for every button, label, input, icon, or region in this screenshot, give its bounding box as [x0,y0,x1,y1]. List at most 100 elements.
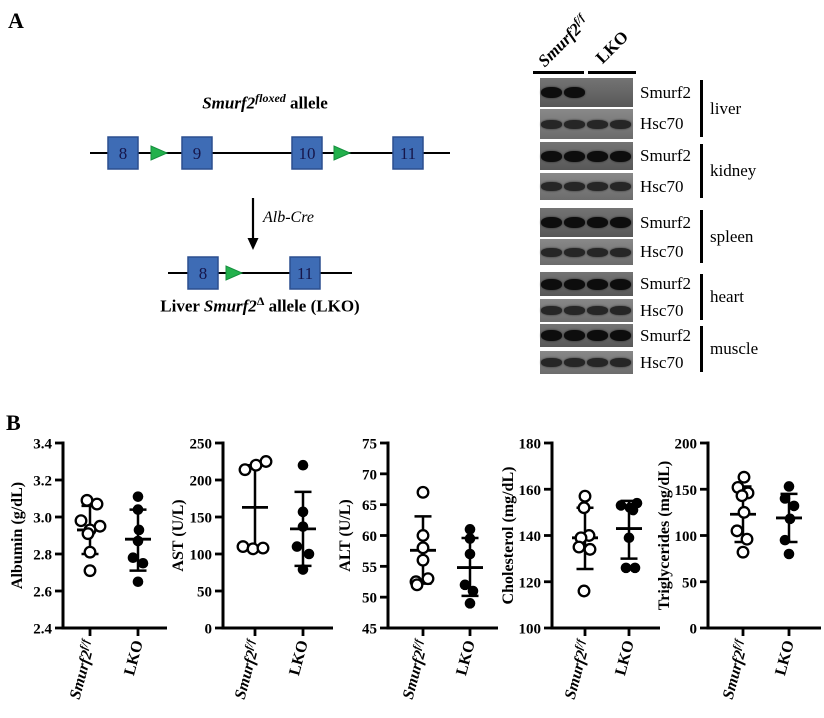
panel-a-label: A [8,8,24,33]
blot-band [564,247,585,257]
tissue-label-kidney: kidney [710,161,757,180]
blot-panel-liver-smurf2 [540,78,633,107]
blot-band [541,278,562,290]
data-point-filled [788,500,800,512]
x-group-label-gene: LKO [453,639,479,678]
blot-header-underline-2 [588,71,636,74]
x-group-label-gene: Smurf2 [562,649,591,702]
x-group-label: Smurf2f/f [718,637,752,701]
tissue-label-spleen: spleen [710,226,754,246]
protein-label-heart-smurf2: Smurf2 [640,274,691,293]
blot-band [610,278,631,290]
x-group-label: Smurf2f/f [560,637,594,701]
lko-exon-8-number: 8 [199,264,208,283]
data-point-filled [459,579,471,591]
data-point-open [736,545,750,559]
protein-label-muscle-smurf2: Smurf2 [640,325,691,345]
x-group-label-gene: LKO [121,639,147,678]
blot-band [541,247,562,257]
blot-band [610,330,631,341]
lko-label-gene: Smurf2 [203,296,257,316]
protein-label-spleen-smurf2: Smurf2 [640,212,691,232]
blot-panel-spleen-smurf2 [540,208,633,237]
tissue-bracket-spleen [700,210,703,263]
tissue-label-muscle: muscle [710,339,759,358]
x-group-label-gene: Smurf2 [400,649,429,702]
data-point-filled [629,562,641,574]
data-point-filled [132,535,144,547]
x-group-label-sup: f/f [573,637,588,651]
data-point-open [737,470,751,484]
exon-11 [392,136,424,170]
lko-exon-8 [187,256,219,290]
blot-band [541,358,562,367]
blot-band [610,119,631,129]
data-point-filled [303,548,315,560]
data-point-open [577,501,591,515]
y-tick-label: 150 [190,511,213,527]
blot-panel-spleen-hsc70 [540,239,633,265]
blot-header-underline-1 [533,71,584,74]
blot-band [587,278,608,290]
x-group-label-sup: f/f [78,637,93,651]
data-point-filled [783,481,795,492]
y-tick-label: 60 [362,529,377,545]
blot-band [610,358,631,367]
data-point-open [83,545,97,559]
x-group-label-gene: LKO [286,639,312,678]
data-point-filled [464,548,476,560]
data-point-open [583,542,597,556]
y-tick-label: 2.8 [33,548,52,564]
y-tick-label: 3.2 [33,474,52,490]
scatter-chart-albumin: 2.4 2.6 2.8 3.0 3.2 3.4 Albumin (g/dL) Smurf2f/… [9,437,167,701]
blot-panel-heart-smurf2 [540,272,633,296]
blot-band [587,330,608,341]
blot-band [564,150,585,162]
scatter-chart-alt: 45 50 55 60 65 70 75 ALT (U/L) Smurf2f/f LKO [337,437,498,701]
y-tick-label: 50 [362,591,377,607]
loxp-site-2 [333,145,352,161]
blot-band [541,182,562,191]
data-point-filled [297,459,309,471]
y-axis-title: Cholesterol (mg/dL) [500,467,517,605]
lko-exon-11-number: 11 [297,264,313,283]
lko-label-suffix: allele (LKO) [264,296,360,316]
y-tick-label: 50 [682,575,697,591]
y-tick-label: 200 [675,437,698,453]
blot-band [541,306,562,315]
data-point-open [416,553,430,567]
y-tick-label: 0 [205,622,213,638]
x-group-label: Smurf2f/f [398,637,432,701]
data-point-open [90,497,104,511]
protein-label-heart-hsc70: Hsc70 [640,300,684,320]
floxed-title-gene: Smurf2 [202,93,256,113]
data-point-filled [297,521,309,532]
floxed-title-sup: floxed [255,91,286,105]
blot-band [564,87,585,98]
blot-band [564,217,585,228]
blot-band [587,182,608,191]
data-point-filled [627,504,639,516]
data-point-open [256,541,270,555]
y-tick-label: 100 [675,529,698,545]
data-point-open [737,505,751,519]
y-tick-label: 75 [362,437,377,453]
y-axis-title: Triglycerides (mg/dL) [656,461,673,610]
data-point-open [740,532,754,546]
y-tick-label: 3.0 [33,511,52,527]
x-group-label: LKO [121,639,147,678]
blot-band [587,306,608,315]
lko-label-prefix: Liver [160,296,204,316]
exon-10 [291,136,323,170]
tissue-label-liver: liver [710,98,742,118]
data-point-open [81,527,95,541]
protein-label-kidney-smurf2: Smurf2 [640,146,691,165]
y-tick-label: 55 [362,560,377,576]
blot-band [564,119,585,129]
y-tick-label: 180 [519,437,542,453]
y-tick-label: 65 [362,498,377,514]
protein-label-kidney-hsc70: Hsc70 [640,176,684,196]
tissue-bracket-heart [700,274,703,320]
data-point-open [730,524,744,538]
